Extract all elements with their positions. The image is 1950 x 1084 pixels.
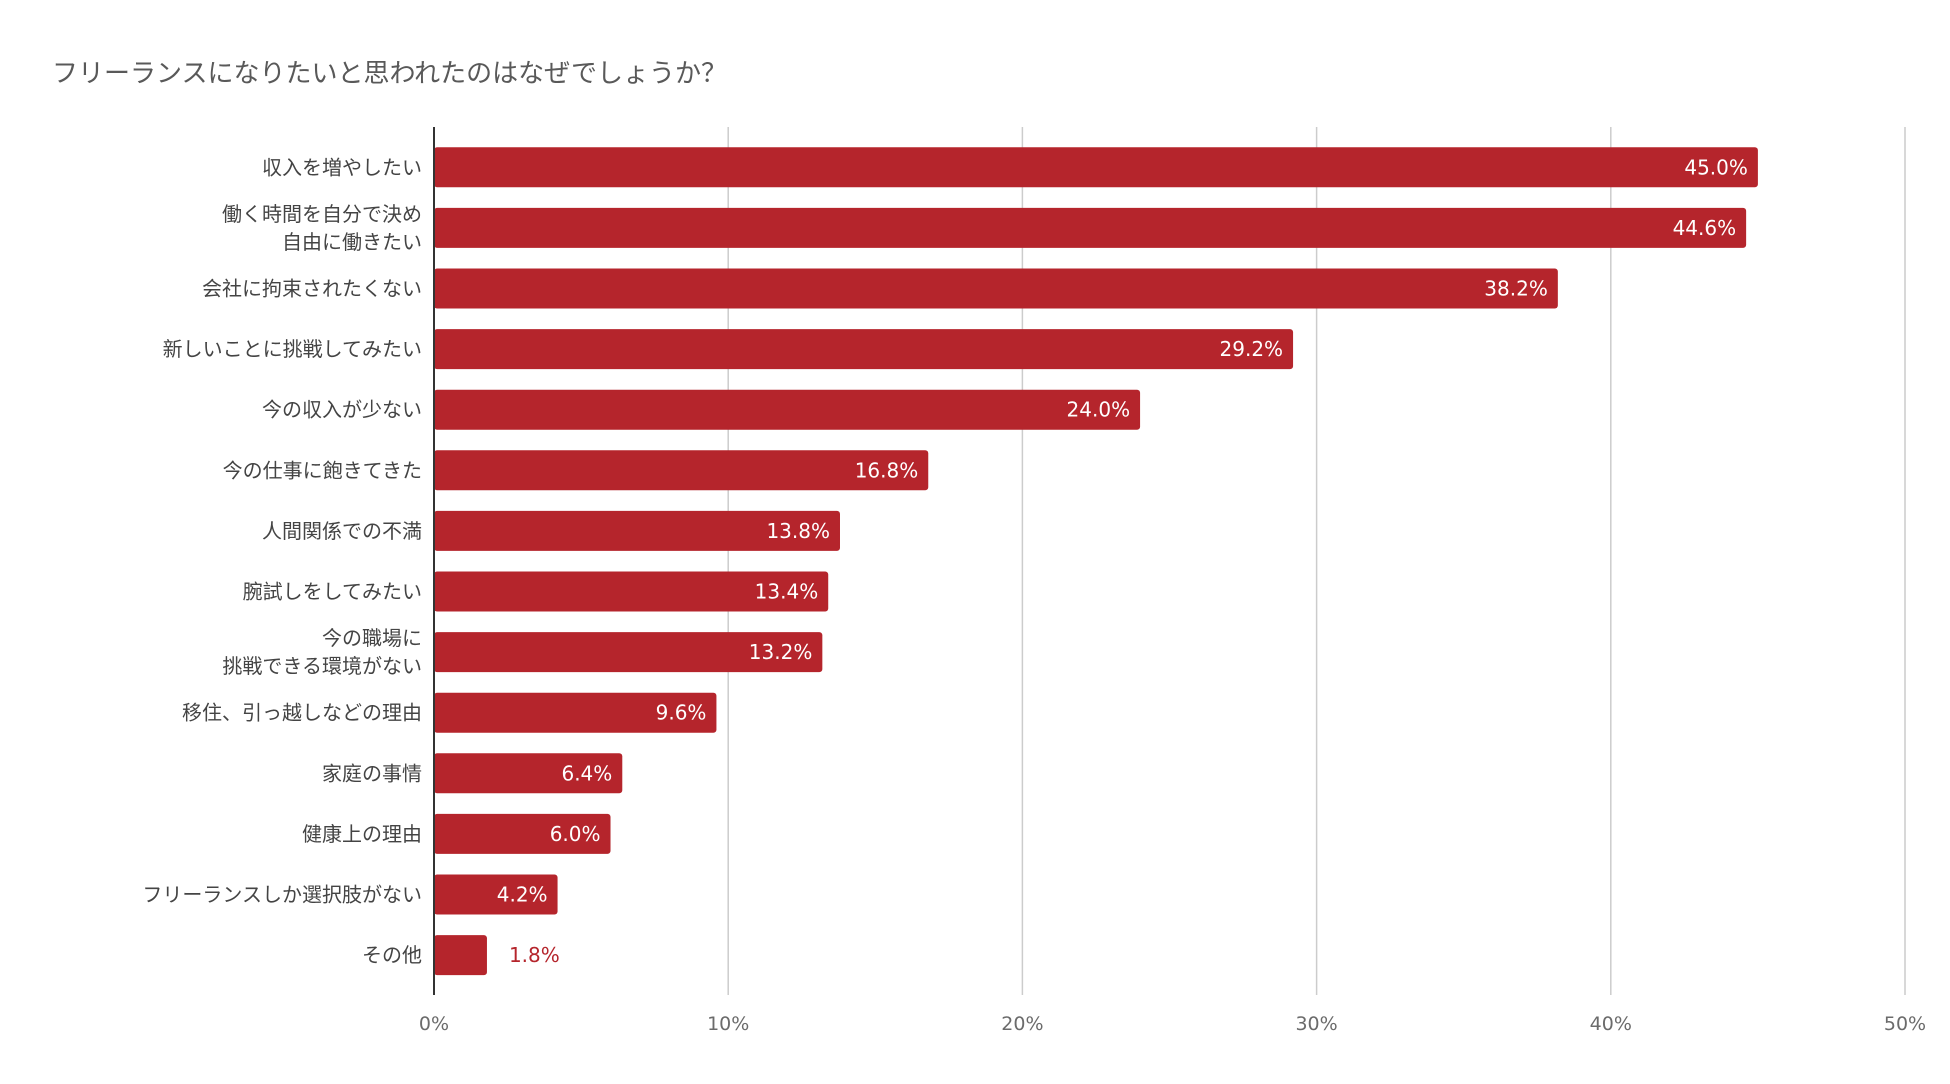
x-tick-label: 30% — [1295, 1013, 1337, 1035]
data-label: 38.2% — [1484, 277, 1548, 301]
bar — [434, 268, 1558, 309]
category-label: その他 — [362, 943, 422, 967]
category-label: 健康上の理由 — [302, 822, 422, 846]
data-label: 4.2% — [497, 883, 548, 907]
category-label: 働く時間を自分で決め自由に働きたい — [222, 202, 422, 254]
bar — [434, 207, 1747, 248]
bar — [434, 389, 1141, 430]
data-label: 45.0% — [1684, 155, 1748, 179]
bar — [434, 874, 558, 915]
bars: 45.0% 44.6% 38.2% 29.2% 24.0% 16.8% 13.8% 13.4%… — [434, 147, 1758, 976]
category-label: 移住、引っ越しなどの理由 — [182, 701, 422, 725]
x-tick-label: 10% — [707, 1013, 749, 1035]
bar — [434, 450, 929, 491]
category-labels: 収入を増やしたい働く時間を自分で決め自由に働きたい会社に拘束されたくない新しいこ… — [142, 155, 422, 967]
category-label: 人間関係での不満 — [262, 519, 422, 543]
bar — [434, 571, 829, 612]
chart-title: フリーランスになりたいと思われたのはなぜでしょうか？ — [52, 59, 727, 89]
category-label: 家庭の事情 — [322, 761, 422, 785]
bar — [434, 692, 717, 733]
x-tick-label: 0% — [419, 1013, 449, 1035]
x-tick-label: 20% — [1001, 1013, 1043, 1035]
bar — [434, 813, 611, 854]
data-label: 9.6% — [656, 701, 707, 725]
category-label: 収入を増やしたい — [262, 155, 422, 179]
x-tick-label: 40% — [1590, 1013, 1632, 1035]
data-label: 6.4% — [561, 761, 612, 785]
category-label: 会社に拘束されたくない — [202, 277, 422, 301]
x-axis-tick-labels: 0% 10% 20% 30% 40% 50% — [419, 1013, 1926, 1035]
data-label: 1.8% — [509, 943, 560, 967]
bar — [434, 329, 1294, 370]
gridlines — [727, 127, 1906, 995]
category-label: 新しいことに挑戦してみたい — [163, 337, 422, 361]
bar — [434, 632, 823, 673]
data-label: 29.2% — [1220, 337, 1284, 361]
data-label: 24.0% — [1067, 398, 1131, 422]
data-label: 13.4% — [755, 580, 819, 604]
data-label: 44.6% — [1673, 216, 1737, 240]
bar — [434, 147, 1758, 188]
data-label: 16.8% — [855, 458, 919, 482]
x-tick-label: 50% — [1884, 1013, 1926, 1035]
data-label: 13.8% — [766, 519, 830, 543]
category-label: 今の職場に挑戦できる環境がない — [222, 626, 422, 678]
category-label: 今の収入が少ない — [262, 398, 422, 422]
bar — [434, 935, 487, 976]
data-label: 13.2% — [749, 640, 813, 664]
category-label: フリーランスしか選択肢がない — [142, 883, 422, 907]
category-label: 今の仕事に飽きてきた — [223, 458, 422, 482]
data-label: 6.0% — [550, 822, 601, 846]
category-label: 腕試しをしてみたい — [243, 580, 422, 604]
bar — [434, 753, 623, 794]
bar — [434, 510, 840, 551]
